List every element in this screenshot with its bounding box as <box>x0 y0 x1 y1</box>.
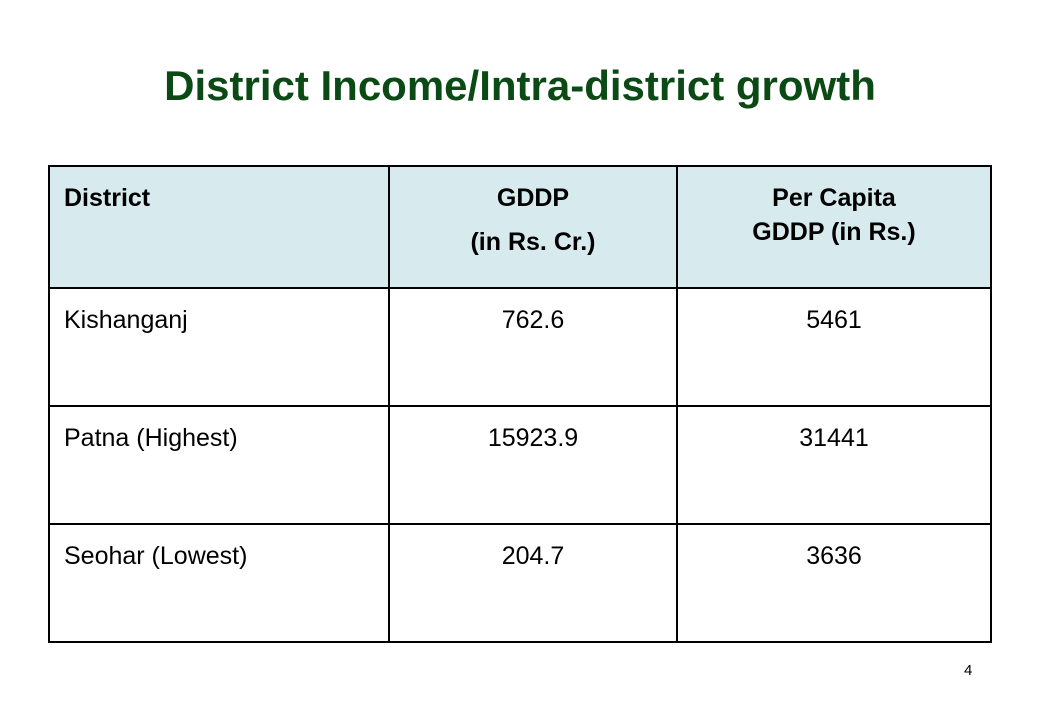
district-income-table: District GDDP (in Rs. Cr.) Per Capita GD… <box>48 165 992 643</box>
table-row: Kishanganj 762.6 5461 <box>48 287 992 407</box>
table-row: Patna (Highest) 15923.9 31441 <box>48 405 992 525</box>
cell-per-capita: 5461 <box>676 287 992 407</box>
cell-per-capita: 3636 <box>676 523 992 643</box>
cell-district: Patna (Highest) <box>48 405 390 525</box>
header-per-capita-line1: Per Capita <box>772 184 896 212</box>
table-header-row: District GDDP (in Rs. Cr.) Per Capita GD… <box>48 165 992 289</box>
cell-gddp: 762.6 <box>388 287 678 407</box>
slide-title: District Income/Intra-district growth <box>164 62 876 109</box>
header-district-label: District <box>64 184 151 212</box>
per-capita-value: 31441 <box>799 424 869 452</box>
table-row: Seohar (Lowest) 204.7 3636 <box>48 523 992 643</box>
header-district: District <box>48 165 390 289</box>
cell-gddp: 15923.9 <box>388 405 678 525</box>
cell-district: Seohar (Lowest) <box>48 523 390 643</box>
district-name: Kishanganj <box>64 306 188 334</box>
district-name: Patna (Highest) <box>64 424 238 452</box>
gddp-value: 15923.9 <box>487 424 579 452</box>
cell-gddp: 204.7 <box>388 523 678 643</box>
cell-district: Kishanganj <box>48 287 390 407</box>
page-number: 4 <box>964 662 973 679</box>
per-capita-value: 5461 <box>806 306 862 334</box>
header-per-capita-line2: GDDP (in Rs.) <box>752 218 916 246</box>
header-gddp: GDDP (in Rs. Cr.) <box>388 165 678 289</box>
header-gddp-line1: GDDP <box>496 184 570 212</box>
header-per-capita: Per Capita GDDP (in Rs.) <box>676 165 992 289</box>
gddp-value: 762.6 <box>501 306 565 334</box>
header-gddp-line2: (in Rs. Cr.) <box>470 228 596 256</box>
per-capita-value: 3636 <box>806 542 862 570</box>
gddp-value: 204.7 <box>501 542 565 570</box>
district-name: Seohar (Lowest) <box>64 542 248 570</box>
cell-per-capita: 31441 <box>676 405 992 525</box>
